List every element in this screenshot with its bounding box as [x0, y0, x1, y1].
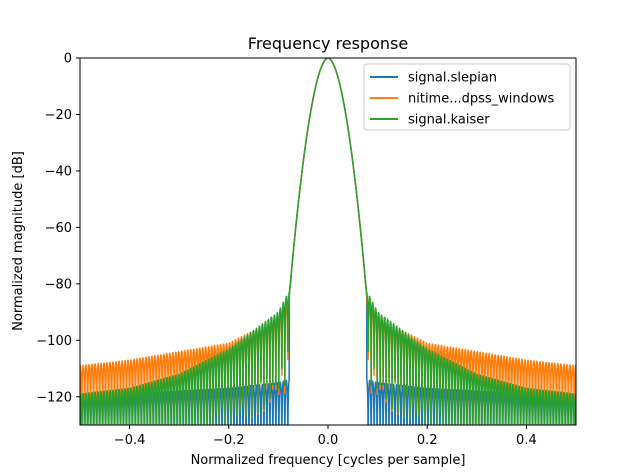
- y-tick-label: −100: [36, 334, 72, 349]
- y-tick-label: −40: [45, 164, 72, 179]
- y-tick-label: −80: [45, 277, 72, 292]
- y-axis: 0 −20 −40 −60 −80 −100 −120: [36, 52, 80, 405]
- y-tick-label: −20: [45, 108, 72, 123]
- legend-label: signal.slepian: [408, 71, 497, 86]
- legend-label: signal.kaiser: [408, 113, 490, 128]
- chart-title: Frequency response: [248, 34, 408, 53]
- x-tick-label: 0.0: [318, 433, 339, 448]
- legend-box: [363, 63, 571, 131]
- x-tick-label: 0.4: [516, 433, 537, 448]
- series-line-signal-kaiser: [80, 58, 576, 425]
- series-line-nitime-dpss-windows: [80, 58, 576, 425]
- x-tick-label: −0.2: [213, 433, 245, 448]
- x-tick-label: 0.2: [417, 433, 438, 448]
- x-tick-label: −0.4: [114, 433, 146, 448]
- y-tick-label: −120: [36, 390, 72, 405]
- x-axis-label: Normalized frequency [cycles per sample]: [191, 453, 466, 468]
- legend-label: nitime...dpss_windows: [408, 92, 554, 107]
- y-tick-label: −60: [45, 221, 72, 236]
- y-tick-label: 0: [64, 52, 72, 67]
- legend: signal.slepian nitime...dpss_windowssigna…: [363, 63, 571, 131]
- x-axis: −0.4 −0.2 0.0 0.2 0.4: [114, 425, 537, 448]
- y-axis-label: Normalized magnitude [dB]: [11, 151, 26, 331]
- series-layer: [80, 58, 576, 425]
